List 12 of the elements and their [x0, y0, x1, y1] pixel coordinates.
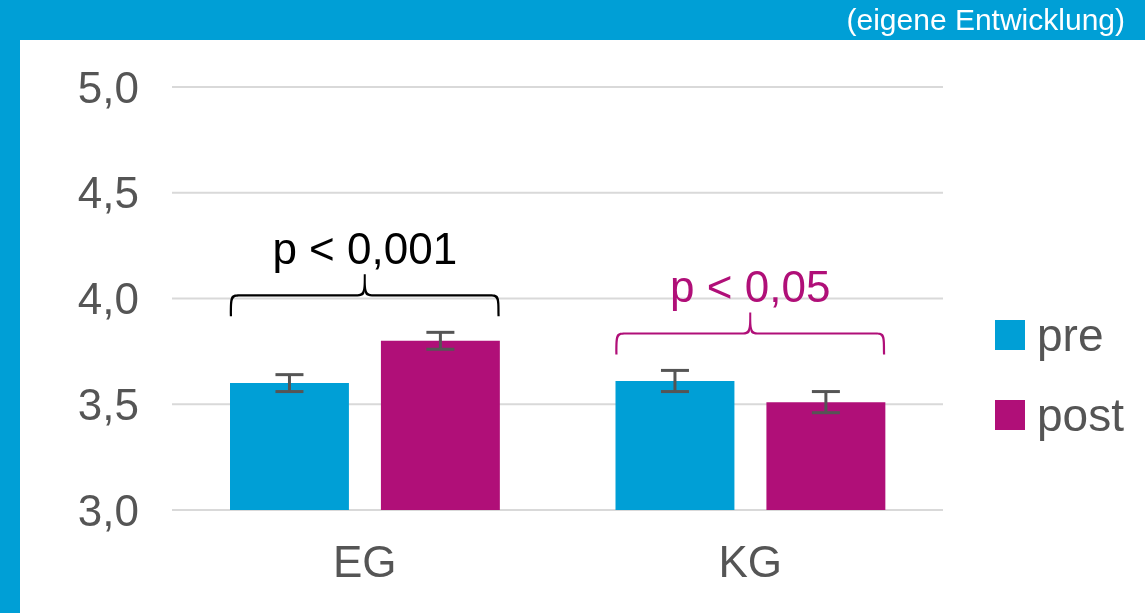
y-tick-label: 3,0: [77, 485, 139, 535]
annotation: p < 0,001: [272, 224, 458, 274]
legend-label: post: [1037, 388, 1124, 442]
y-tick-label: 4,0: [77, 274, 139, 324]
y-tick-label: 4,5: [77, 168, 139, 218]
legend-label: pre: [1037, 308, 1104, 362]
chart-title: (eigene Entwicklung): [846, 2, 1125, 38]
x-tick-label: EG: [332, 537, 397, 587]
annotation: p < 0,05: [670, 262, 831, 312]
y-tick-label: 5,0: [77, 62, 139, 112]
x-tick-label: KG: [718, 537, 783, 587]
y-tick-label: 3,5: [77, 379, 139, 429]
